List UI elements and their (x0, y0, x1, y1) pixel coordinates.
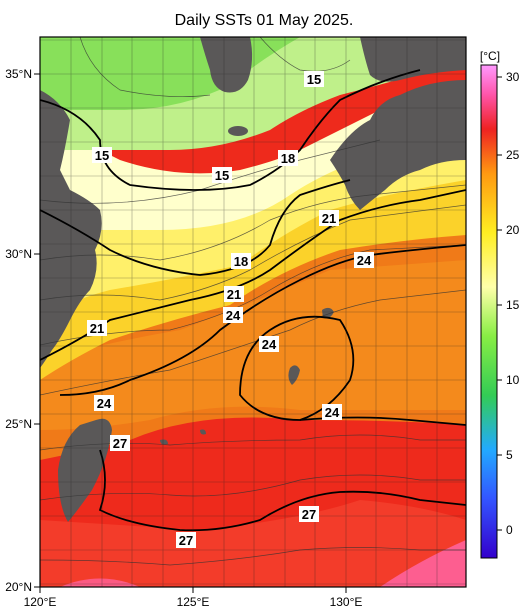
contour-label: 27 (113, 436, 127, 451)
contour-label: 21 (90, 321, 104, 336)
contour-label: 15 (95, 148, 109, 163)
colorbar-tick: 15 (506, 298, 520, 312)
japan-honshu (360, 37, 466, 82)
lon-label-120: 120°E (24, 595, 57, 609)
colorbar-tick: 20 (506, 223, 520, 237)
contour-label: 21 (227, 287, 241, 302)
lon-label-130: 130°E (330, 595, 363, 609)
contour-label: 21 (322, 211, 336, 226)
major-contours (40, 69, 466, 532)
contour-label: 24 (97, 396, 112, 411)
colorbar: [°C] 30 25 20 15 10 5 0 (480, 49, 520, 559)
lat-label-20: 20°N (5, 580, 32, 594)
map-frame (39, 36, 467, 588)
lat-label-25: 25°N (5, 417, 32, 431)
lat-label-30: 30°N (5, 247, 32, 261)
korea (200, 37, 253, 93)
contour-label: 18 (234, 254, 248, 269)
contour-label: 15 (215, 168, 229, 183)
jeju (228, 126, 248, 136)
contour-label: 24 (226, 308, 241, 323)
contour-label: 18 (281, 151, 295, 166)
lon-label-125: 125°E (177, 595, 210, 609)
okinawa (288, 365, 300, 385)
colorbar-tick: 25 (506, 148, 520, 162)
grid (40, 37, 466, 587)
lat-label-35: 35°N (5, 67, 32, 81)
contour-label: 15 (307, 72, 321, 87)
axis-ticks (34, 73, 347, 593)
map-title: Daily SSTs 01 May 2025. (174, 12, 354, 29)
contour-label: 24 (357, 253, 372, 268)
contour-labels: 15 18 15 15 21 18 24 21 24 21 24 24 24 2… (87, 71, 374, 548)
colorbar-tick: 30 (506, 70, 520, 84)
colorbar-tick: 5 (506, 448, 513, 462)
contour-label: 27 (302, 507, 316, 522)
contour-label: 24 (325, 405, 340, 420)
colorbar-tick: 10 (506, 373, 520, 387)
contour-label: 27 (179, 533, 193, 548)
contour-label: 24 (262, 337, 277, 352)
colorbar-tick: 0 (506, 523, 513, 537)
japan-kyushu (330, 80, 466, 210)
colorbar-unit: [°C] (480, 49, 500, 63)
